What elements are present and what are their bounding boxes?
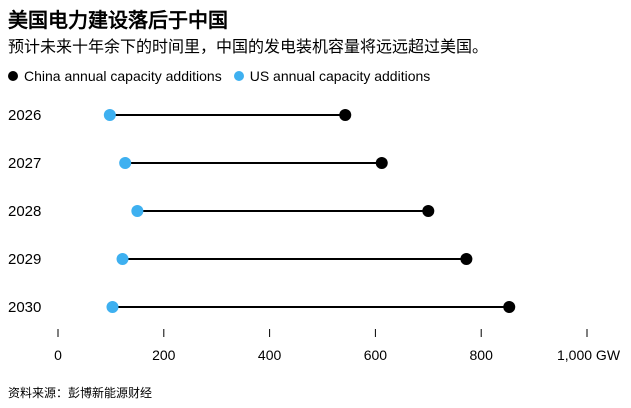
china-point-2030 <box>503 301 516 313</box>
x-tick-label-400: 400 <box>258 347 282 363</box>
legend-marker-us <box>233 71 244 81</box>
us-point-2030 <box>106 301 119 313</box>
china-point-2027 <box>375 157 388 169</box>
legend-marker-china <box>8 71 18 81</box>
legend-label-us: US annual capacity additions <box>249 68 431 84</box>
china-point-2029 <box>460 253 473 265</box>
china-point-2028 <box>422 205 435 217</box>
us-point-2029 <box>116 253 129 265</box>
category-label-2028: 2028 <box>8 203 41 220</box>
category-label-2027: 2027 <box>8 155 41 172</box>
legend-item-us: US annual capacity additions <box>233 66 431 86</box>
us-point-2028 <box>131 205 144 217</box>
chart-title: 美国电力建设落后于中国 <box>8 10 228 32</box>
category-label-2029: 2029 <box>8 251 41 268</box>
legend-label-china: China annual capacity additions <box>24 68 222 84</box>
source-note: 资料来源：彭博新能源财经 <box>8 386 153 400</box>
category-label-2026: 2026 <box>8 107 41 124</box>
us-point-2026 <box>103 109 116 121</box>
chart-legend: China annual capacity additions US annua… <box>8 66 442 86</box>
category-label-2030: 2030 <box>8 299 41 316</box>
x-tick-label-600: 600 <box>364 347 388 363</box>
us-point-2027 <box>119 157 132 169</box>
x-tick-label-0: 0 <box>54 347 62 363</box>
x-tick-label-800: 800 <box>470 347 494 363</box>
legend-item-china: China annual capacity additions <box>8 66 222 86</box>
x-tick-label-200: 200 <box>152 347 176 363</box>
chart-subtitle: 预计未来十年余下的时间里，中国的发电装机容量将远远超过美国。 <box>8 39 489 56</box>
x-tick-label-1000: 1,000 GW <box>557 347 621 363</box>
china-point-2026 <box>339 109 352 121</box>
